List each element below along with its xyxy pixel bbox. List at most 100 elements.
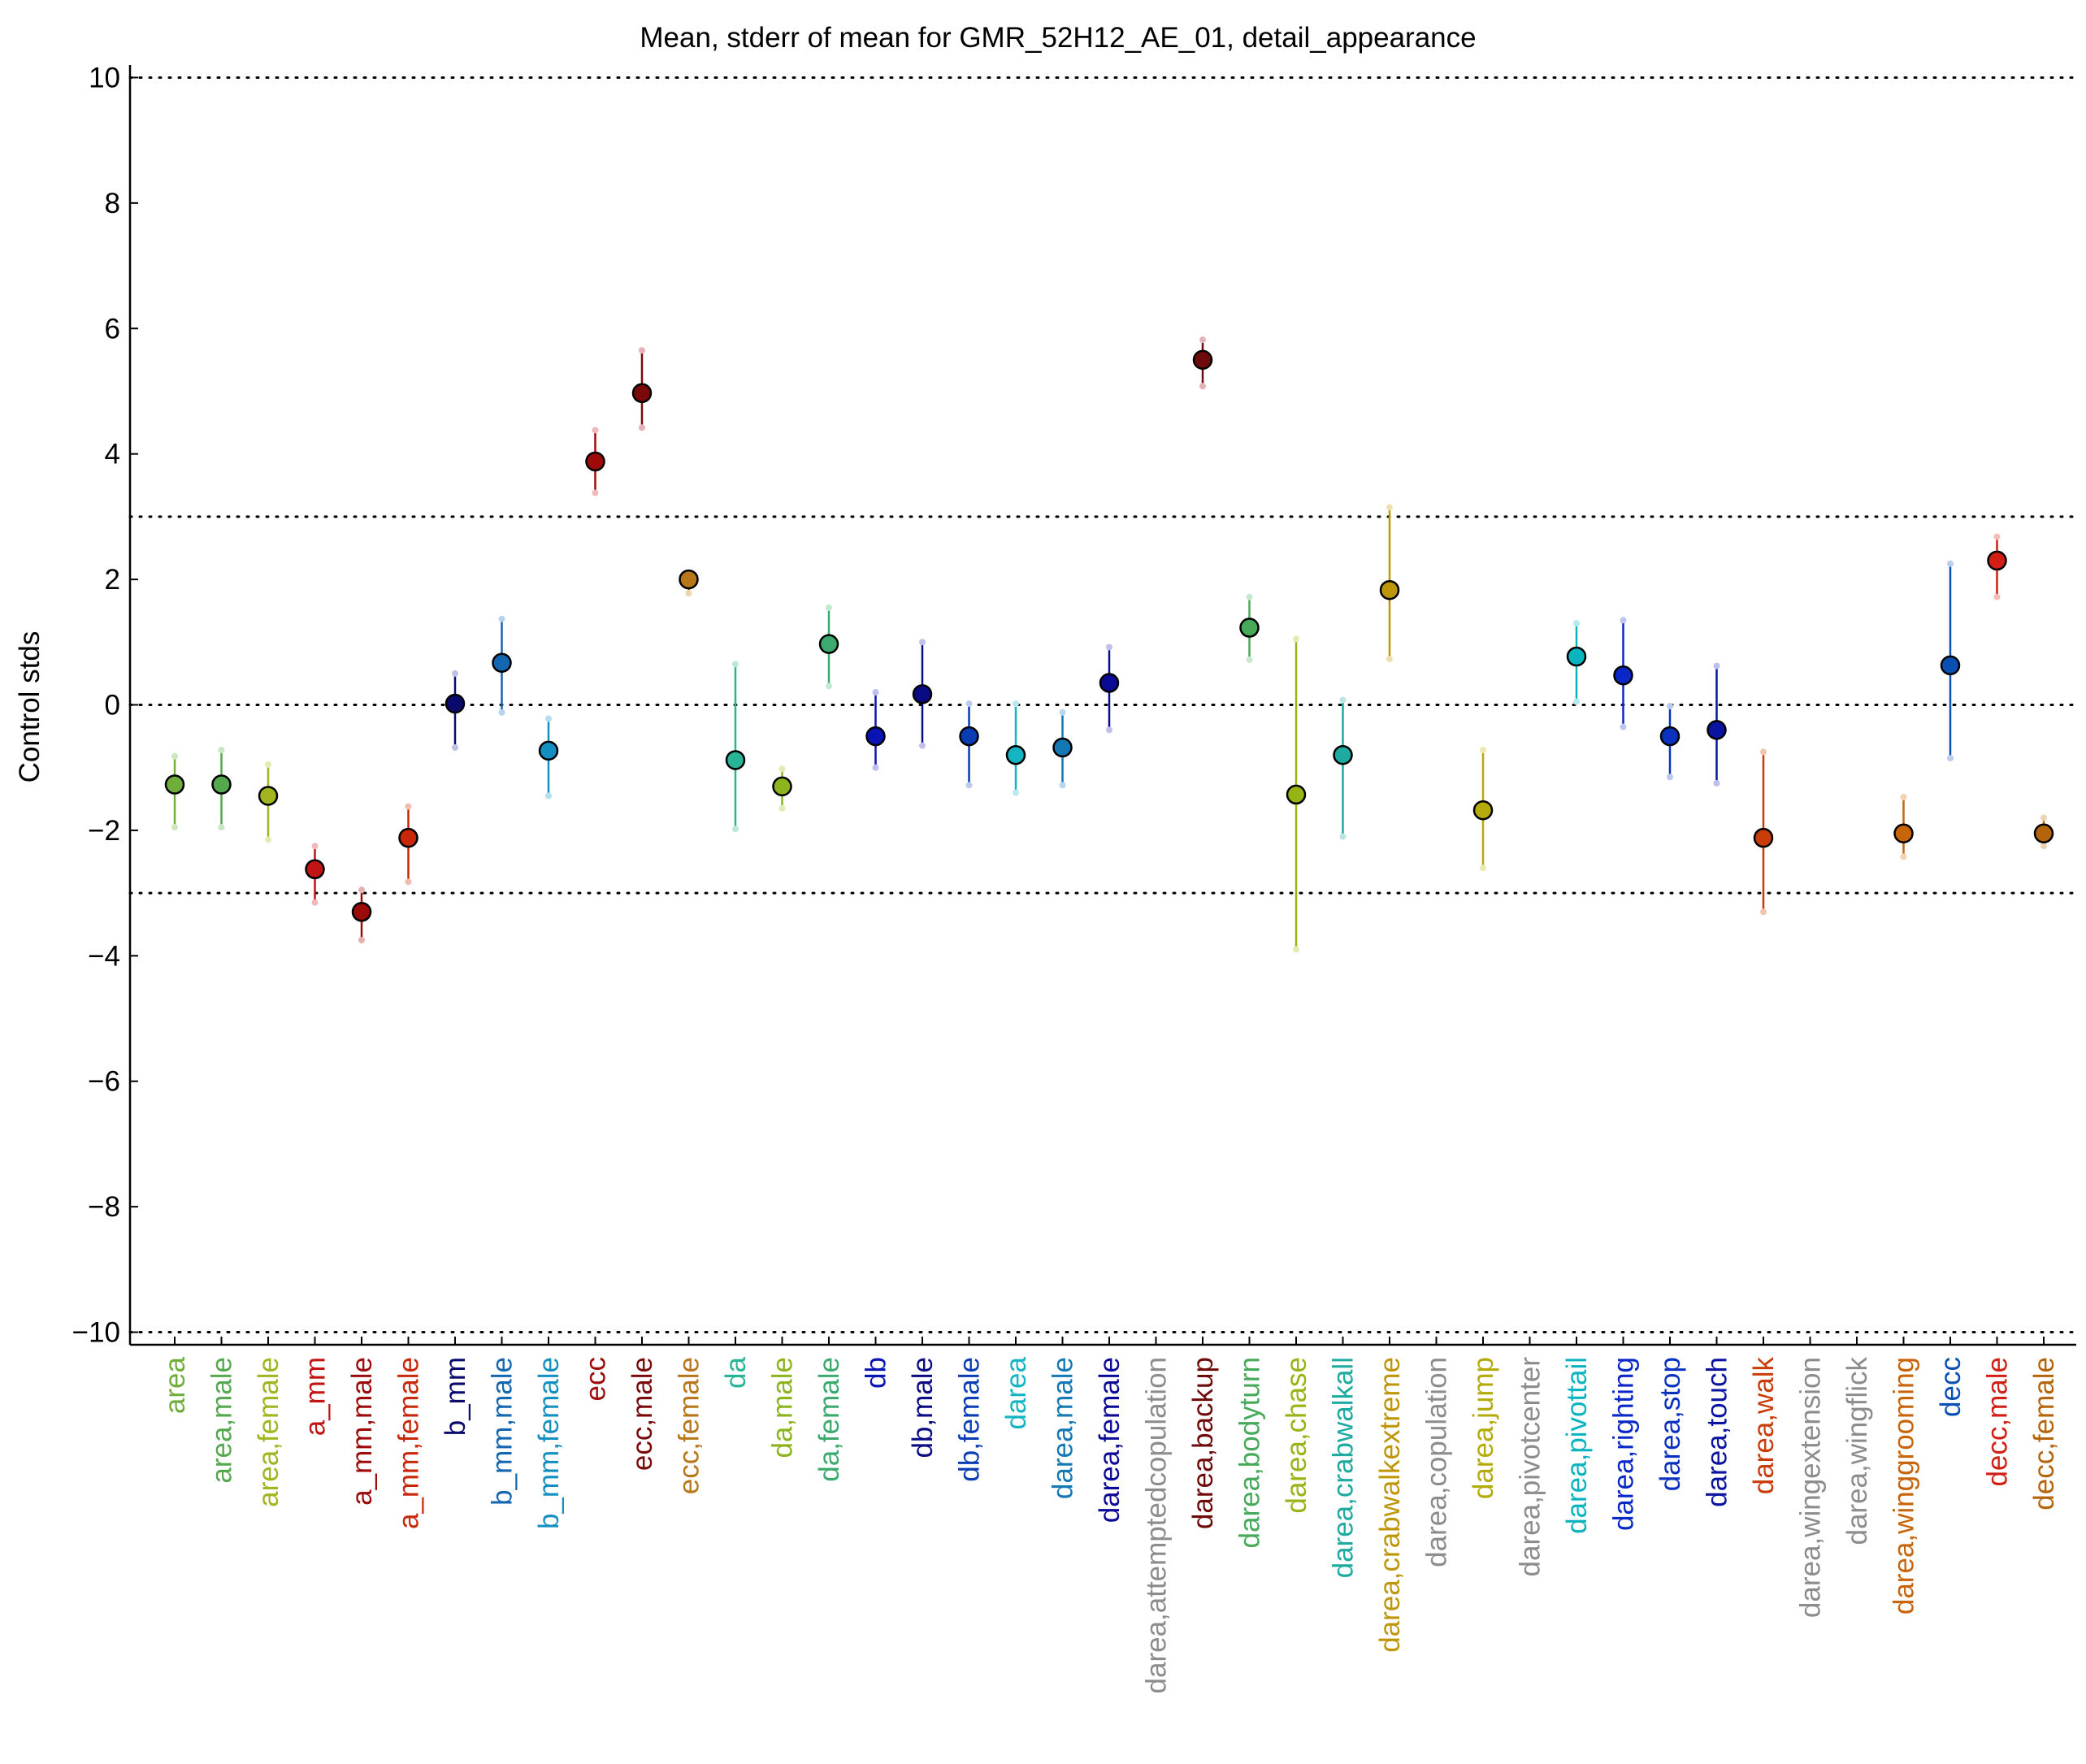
x-tick-label: darea,attemptedcopulation <box>1141 1357 1173 1693</box>
mean-marker <box>1052 737 1073 758</box>
data-point-group <box>1005 700 1026 796</box>
error-bar-cap-high <box>1339 696 1347 704</box>
error-bar-cap-high <box>1620 617 1627 624</box>
x-tick-label: ecc,female <box>674 1357 705 1494</box>
x-tick-label: darea,touch <box>1702 1357 1733 1507</box>
error-bar-cap-low <box>452 744 458 751</box>
data-point-group <box>1940 560 1961 762</box>
error-bar-cap-high <box>545 715 552 722</box>
error-bar-cap-low <box>2040 843 2047 850</box>
data-point-group <box>1659 703 1681 781</box>
x-tick-label: darea,pivottail <box>1561 1357 1593 1534</box>
mean-marker <box>305 859 325 880</box>
x-tick-label: darea <box>1000 1356 1032 1429</box>
mean-marker <box>912 684 933 704</box>
error-bar-cap-high <box>498 615 505 622</box>
data-point-group <box>1987 533 2007 600</box>
data-point-group <box>1052 709 1073 789</box>
error-bar-cap-low <box>1760 908 1767 916</box>
error-bar-cap-low <box>1386 656 1393 663</box>
data-point-group <box>1192 336 1213 390</box>
y-axis-label: Control stds <box>14 631 46 783</box>
error-bar-cap-low <box>1059 782 1066 789</box>
error-bar-cap-low <box>1620 723 1627 730</box>
x-tick-label: decc <box>1935 1357 1967 1417</box>
error-bar-cap-high <box>265 761 271 768</box>
error-bar-cap-low <box>171 824 178 831</box>
data-point-group <box>1566 620 1587 705</box>
error-bar-cap-low <box>1106 726 1112 734</box>
x-tick-label: area,female <box>253 1357 284 1507</box>
error-bar-cap-high <box>1013 700 1019 707</box>
y-tick-label: −4 <box>88 940 120 972</box>
y-tick-label: 10 <box>89 62 120 93</box>
data-point-group <box>631 347 653 431</box>
data-point-group <box>679 569 699 597</box>
x-tick-label: area,male <box>206 1357 238 1484</box>
error-bar-cap-low <box>1339 833 1347 840</box>
error-bar-cap-high <box>592 427 599 434</box>
mean-marker <box>679 569 699 590</box>
x-tick-label: darea,crabwalkall <box>1328 1357 1360 1578</box>
error-bar-cap-high <box>358 886 365 894</box>
error-bar-cap-low <box>1573 698 1580 705</box>
x-tick-label: darea,stop <box>1654 1357 1686 1491</box>
data-point-group <box>1333 696 1353 840</box>
mean-marker <box>1753 827 1774 848</box>
error-bar-cap-low <box>218 824 225 831</box>
x-tick-label: b_mm,male <box>487 1357 518 1506</box>
x-tick-label: darea,winggrooming <box>1889 1357 1920 1614</box>
x-tick-label: b_mm <box>440 1357 471 1436</box>
error-bar-cap-low <box>405 878 412 886</box>
x-tick-label: darea,bodyturn <box>1234 1357 1266 1548</box>
x-tick-label: da <box>720 1356 752 1388</box>
data-point-group <box>211 747 232 831</box>
mean-marker <box>1707 720 1727 740</box>
error-bar-cap-low <box>965 782 973 789</box>
mean-marker <box>445 693 466 714</box>
x-tick-label: a_mm,female <box>393 1357 425 1529</box>
error-bar-cap-low <box>732 826 739 833</box>
x-tick-label: darea,chase <box>1281 1357 1312 1514</box>
error-bar-cap-low <box>592 489 599 496</box>
mean-marker <box>398 827 419 848</box>
x-tick-label: area <box>159 1356 191 1414</box>
error-bar-cap-low <box>826 683 832 690</box>
data-point-group <box>1613 617 1633 730</box>
mean-marker <box>211 774 232 795</box>
mean-marker <box>164 774 185 795</box>
x-tick-label: ecc <box>580 1357 612 1401</box>
mean-marker <box>865 726 886 747</box>
error-bar-cap-high <box>1667 703 1673 710</box>
data-point-group <box>1753 748 1774 916</box>
error-bar-cap-high <box>1199 336 1206 344</box>
error-bar-cap-high <box>1760 748 1767 756</box>
mean-marker <box>585 451 605 472</box>
x-tick-label: darea,copulation <box>1421 1357 1453 1567</box>
error-bar-cap-high <box>1246 593 1253 600</box>
y-tick-label: −6 <box>88 1066 120 1098</box>
error-bar-cap-low <box>1993 593 2001 600</box>
mean-marker <box>2033 823 2054 844</box>
error-bar-cap-high <box>732 661 739 668</box>
x-tick-label: decc,female <box>2028 1357 2060 1510</box>
mean-marker <box>1472 800 1494 821</box>
error-bar-cap-high <box>2040 814 2047 821</box>
data-point-group <box>258 761 279 843</box>
mean-marker <box>1566 646 1587 667</box>
x-tick-label: db <box>861 1357 892 1389</box>
data-point-group <box>351 886 372 944</box>
error-bar-cap-low <box>1293 946 1299 953</box>
mean-marker <box>1192 349 1213 371</box>
y-tick-label: 8 <box>105 188 120 219</box>
x-tick-label: darea,righting <box>1608 1357 1640 1531</box>
error-bar-cap-low <box>1480 865 1486 872</box>
mean-marker <box>1893 823 1914 844</box>
error-bar-cap-high <box>1480 747 1486 754</box>
error-bar-cap-high <box>965 700 973 707</box>
y-tick-label: 0 <box>105 690 120 722</box>
y-tick-label: 6 <box>105 313 120 345</box>
error-bar-cap-high <box>171 752 178 760</box>
data-point-group <box>912 639 933 749</box>
